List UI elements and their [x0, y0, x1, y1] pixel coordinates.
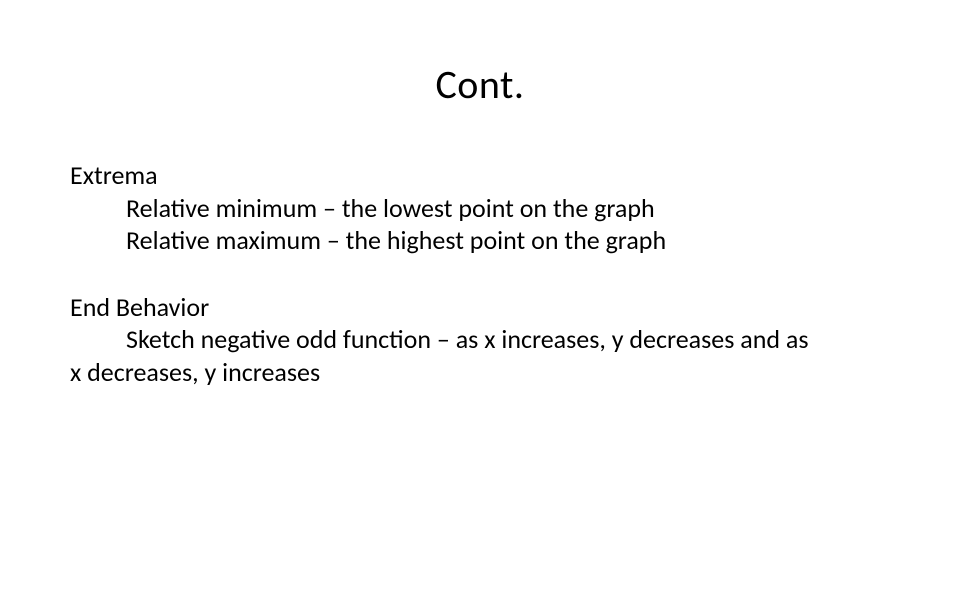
endbehavior-line-1-indent: Sketch negative odd function – as x incr…: [70, 323, 890, 356]
endbehavior-line-1-wrap: x decreases, y increases: [70, 356, 890, 389]
section-endbehavior-heading: End Behavior: [70, 291, 890, 324]
extrema-line-1: Relative minimum – the lowest point on t…: [70, 192, 890, 225]
section-extrema-heading: Extrema: [70, 159, 890, 192]
slide-title: Cont.: [0, 60, 960, 109]
endbehavior-line-1: Sketch negative odd function – as x incr…: [70, 323, 890, 388]
slide-container: Cont. Extrema Relative minimum – the low…: [0, 60, 960, 600]
extrema-line-2: Relative maximum – the highest point on …: [70, 224, 890, 257]
slide-body: Extrema Relative minimum – the lowest po…: [0, 159, 960, 388]
